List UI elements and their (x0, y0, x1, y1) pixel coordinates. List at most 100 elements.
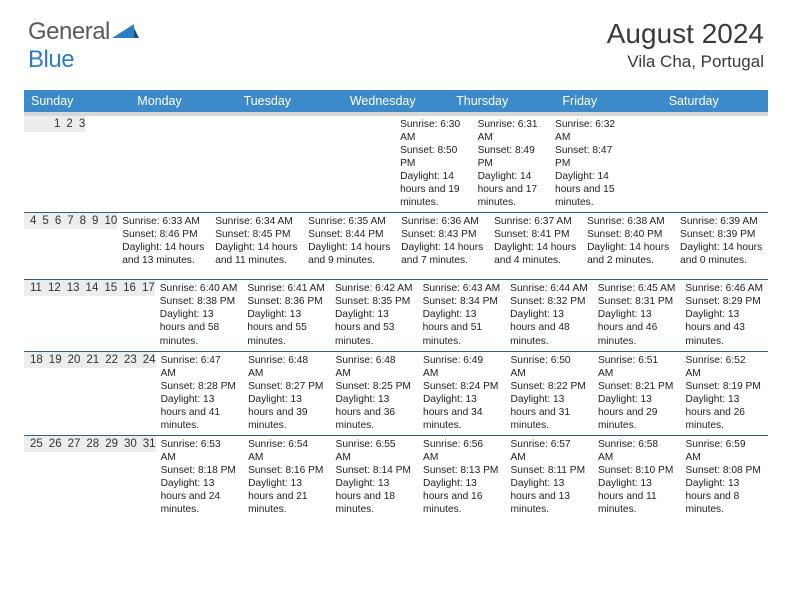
sunset-line: Sunset: 8:35 PM (335, 295, 413, 308)
daylight-line: Daylight: 14 hours and 0 minutes. (680, 241, 763, 267)
sunset-line: Sunset: 8:11 PM (511, 464, 588, 477)
day-number: 24 (137, 352, 156, 368)
calendar: SundayMondayTuesdayWednesdayThursdayFrid… (24, 90, 768, 519)
daylight-line: Daylight: 13 hours and 29 minutes. (598, 393, 675, 432)
sunrise-line: Sunrise: 6:57 AM (511, 438, 588, 464)
day-cell: Sunrise: 6:55 AMSunset: 8:14 PMDaylight:… (331, 436, 418, 519)
daylight-line: Daylight: 13 hours and 55 minutes. (247, 308, 325, 347)
daylight-line: Daylight: 13 hours and 34 minutes. (423, 393, 500, 432)
weekday-name: Monday (130, 94, 236, 108)
sunrise-line: Sunrise: 6:31 AM (478, 118, 545, 144)
daynum-row: 45678910 (24, 213, 117, 229)
sunset-line: Sunset: 8:24 PM (423, 380, 500, 393)
sunrise-line: Sunrise: 6:38 AM (587, 215, 670, 228)
day-cell: Sunrise: 6:31 AMSunset: 8:49 PMDaylight:… (473, 116, 550, 212)
weekday-name: Thursday (449, 94, 555, 108)
day-cell (318, 116, 395, 212)
daylight-line: Daylight: 13 hours and 39 minutes. (248, 393, 325, 432)
day-cell: Sunrise: 6:47 AMSunset: 8:28 PMDaylight:… (156, 352, 243, 435)
sunset-line: Sunset: 8:25 PM (336, 380, 413, 393)
day-number: 26 (43, 436, 62, 452)
sunset-line: Sunset: 8:50 PM (400, 144, 467, 170)
day-number: 11 (24, 280, 42, 296)
day-number: 23 (118, 352, 137, 368)
day-cell: Sunrise: 6:41 AMSunset: 8:36 PMDaylight:… (242, 280, 330, 350)
sunrise-line: Sunrise: 6:59 AM (685, 438, 762, 464)
sunrise-line: Sunrise: 6:50 AM (511, 354, 588, 380)
sunset-line: Sunset: 8:22 PM (511, 380, 588, 393)
daylight-line: Daylight: 14 hours and 17 minutes. (478, 170, 545, 209)
logo-word-general: General (28, 18, 110, 45)
sunrise-line: Sunrise: 6:34 AM (215, 215, 298, 228)
sunset-line: Sunset: 8:18 PM (161, 464, 238, 477)
day-number: 12 (42, 280, 61, 296)
weekday-name: Friday (555, 94, 661, 108)
day-cell: Sunrise: 6:49 AMSunset: 8:24 PMDaylight:… (418, 352, 505, 435)
day-cell: Sunrise: 6:51 AMSunset: 8:21 PMDaylight:… (593, 352, 680, 435)
daylight-line: Daylight: 13 hours and 58 minutes. (160, 308, 238, 347)
day-cell: Sunrise: 6:42 AMSunset: 8:35 PMDaylight:… (330, 280, 418, 350)
sunrise-line: Sunrise: 6:42 AM (335, 282, 413, 295)
daylight-line: Daylight: 14 hours and 13 minutes. (122, 241, 205, 267)
daylight-line: Daylight: 13 hours and 18 minutes. (336, 477, 413, 516)
daynum-row: 11121314151617 (24, 280, 155, 296)
day-cell: Sunrise: 6:34 AMSunset: 8:45 PMDaylight:… (210, 213, 303, 279)
sunset-line: Sunset: 8:43 PM (401, 228, 484, 241)
daylight-line: Daylight: 13 hours and 46 minutes. (598, 308, 676, 347)
day-cell: Sunrise: 6:48 AMSunset: 8:25 PMDaylight:… (331, 352, 418, 435)
daylight-line: Daylight: 13 hours and 8 minutes. (685, 477, 762, 516)
sunrise-line: Sunrise: 6:37 AM (494, 215, 577, 228)
day-cell: Sunrise: 6:45 AMSunset: 8:31 PMDaylight:… (593, 280, 681, 350)
sunset-line: Sunset: 8:47 PM (555, 144, 622, 170)
detail-row: Sunrise: 6:53 AMSunset: 8:18 PMDaylight:… (156, 436, 768, 519)
daylight-line: Daylight: 13 hours and 26 minutes. (685, 393, 762, 432)
daylight-line: Daylight: 13 hours and 41 minutes. (161, 393, 238, 432)
header: General Blue August 2024 Vila Cha, Portu… (0, 0, 792, 80)
day-cell: Sunrise: 6:59 AMSunset: 8:08 PMDaylight:… (680, 436, 767, 519)
day-cell: Sunrise: 6:38 AMSunset: 8:40 PMDaylight:… (582, 213, 675, 279)
daylight-line: Daylight: 14 hours and 11 minutes. (215, 241, 298, 267)
sunset-line: Sunset: 8:10 PM (598, 464, 675, 477)
sunrise-line: Sunrise: 6:56 AM (423, 438, 500, 464)
detail-row: Sunrise: 6:47 AMSunset: 8:28 PMDaylight:… (156, 352, 768, 435)
day-cell: Sunrise: 6:44 AMSunset: 8:32 PMDaylight:… (505, 280, 593, 350)
daylight-line: Daylight: 13 hours and 31 minutes. (511, 393, 588, 432)
week: 18192021222324Sunrise: 6:47 AMSunset: 8:… (24, 351, 768, 435)
day-cell: Sunrise: 6:43 AMSunset: 8:34 PMDaylight:… (418, 280, 506, 350)
detail-row: Sunrise: 6:40 AMSunset: 8:38 PMDaylight:… (155, 280, 768, 350)
sunrise-line: Sunrise: 6:35 AM (308, 215, 391, 228)
sunrise-line: Sunrise: 6:30 AM (400, 118, 467, 144)
day-number: 3 (73, 116, 85, 132)
day-number: 13 (61, 280, 80, 296)
sunrise-line: Sunrise: 6:36 AM (401, 215, 484, 228)
sunset-line: Sunset: 8:08 PM (685, 464, 762, 477)
logo-text: General Blue (28, 18, 110, 74)
sunrise-line: Sunrise: 6:48 AM (248, 354, 325, 380)
daylight-line: Daylight: 13 hours and 51 minutes. (423, 308, 501, 347)
sunset-line: Sunset: 8:45 PM (215, 228, 298, 241)
daylight-line: Daylight: 13 hours and 11 minutes. (598, 477, 675, 516)
day-number: 27 (62, 436, 81, 452)
daynum-row: 123 (24, 116, 85, 132)
sunrise-line: Sunrise: 6:45 AM (598, 282, 676, 295)
sunset-line: Sunset: 8:41 PM (494, 228, 577, 241)
day-number: 16 (117, 280, 136, 296)
sunrise-line: Sunrise: 6:32 AM (555, 118, 622, 144)
sunrise-line: Sunrise: 6:58 AM (598, 438, 675, 464)
title-block: August 2024 Vila Cha, Portugal (607, 18, 764, 72)
sunset-line: Sunset: 8:21 PM (598, 380, 675, 393)
day-cell: Sunrise: 6:30 AMSunset: 8:50 PMDaylight:… (395, 116, 472, 212)
day-cell: Sunrise: 6:52 AMSunset: 8:19 PMDaylight:… (680, 352, 767, 435)
page-subtitle: Vila Cha, Portugal (607, 52, 764, 72)
sunrise-line: Sunrise: 6:46 AM (685, 282, 763, 295)
week: 25262728293031Sunrise: 6:53 AMSunset: 8:… (24, 435, 768, 519)
sunset-line: Sunset: 8:19 PM (685, 380, 762, 393)
daylight-line: Daylight: 14 hours and 15 minutes. (555, 170, 622, 209)
day-cell: Sunrise: 6:56 AMSunset: 8:13 PMDaylight:… (418, 436, 505, 519)
day-cell: Sunrise: 6:36 AMSunset: 8:43 PMDaylight:… (396, 213, 489, 279)
day-number: 8 (74, 213, 86, 229)
day-cell: Sunrise: 6:32 AMSunset: 8:47 PMDaylight:… (550, 116, 627, 212)
logo-word-blue: Blue (28, 46, 74, 73)
sunset-line: Sunset: 8:46 PM (122, 228, 205, 241)
day-number: 14 (80, 280, 99, 296)
